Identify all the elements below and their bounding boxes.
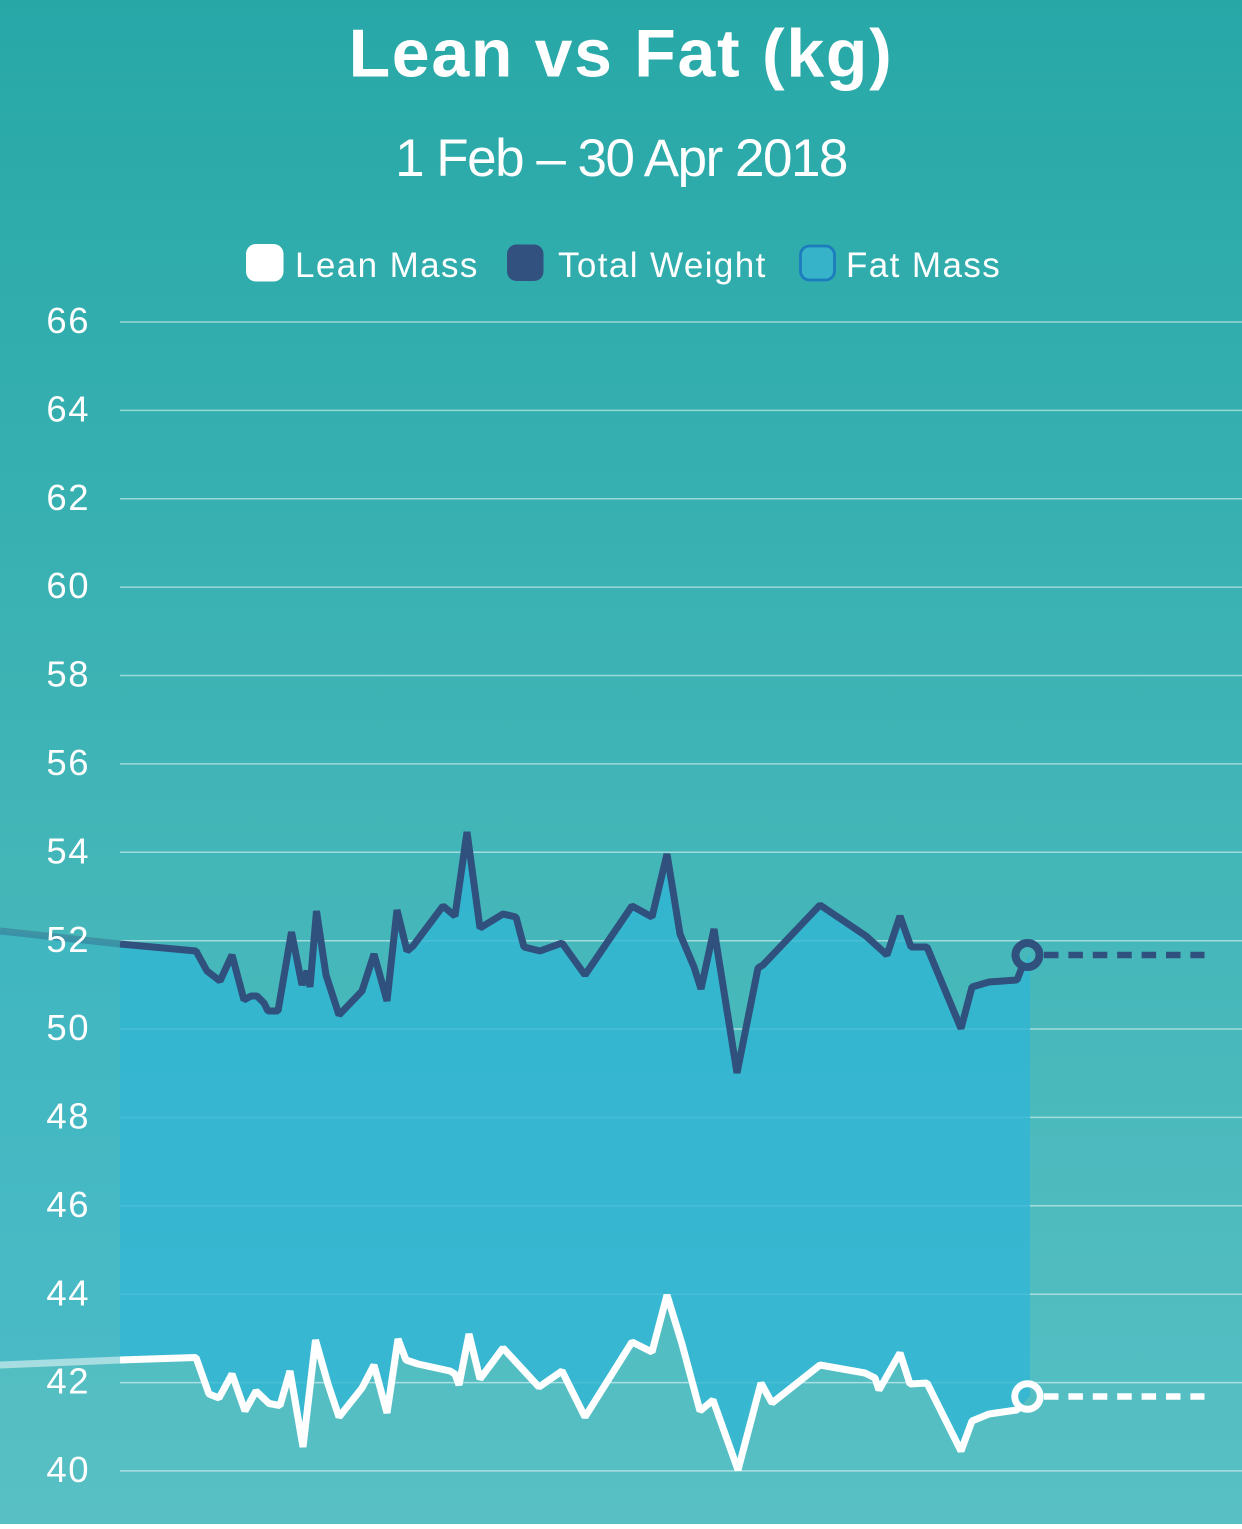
svg-text:1 Feb – 30 Apr 2018: 1 Feb – 30 Apr 2018 <box>395 129 847 188</box>
svg-text:60: 60 <box>46 565 90 606</box>
svg-text:62: 62 <box>46 477 90 518</box>
svg-text:44: 44 <box>46 1272 90 1313</box>
svg-text:56: 56 <box>46 742 90 783</box>
svg-text:42: 42 <box>46 1361 90 1402</box>
svg-text:Total Weight: Total Weight <box>558 246 767 285</box>
svg-text:64: 64 <box>46 389 90 430</box>
svg-text:58: 58 <box>46 654 90 695</box>
svg-text:66: 66 <box>46 300 90 341</box>
svg-text:48: 48 <box>46 1096 90 1137</box>
svg-text:Fat Mass: Fat Mass <box>846 246 1001 285</box>
svg-text:Lean vs Fat (kg): Lean vs Fat (kg) <box>349 16 894 92</box>
svg-text:40: 40 <box>46 1449 90 1490</box>
svg-text:54: 54 <box>46 830 90 871</box>
svg-text:50: 50 <box>46 1007 90 1048</box>
svg-text:52: 52 <box>46 919 90 960</box>
svg-text:46: 46 <box>46 1184 90 1225</box>
svg-text:Lean Mass: Lean Mass <box>295 246 479 285</box>
